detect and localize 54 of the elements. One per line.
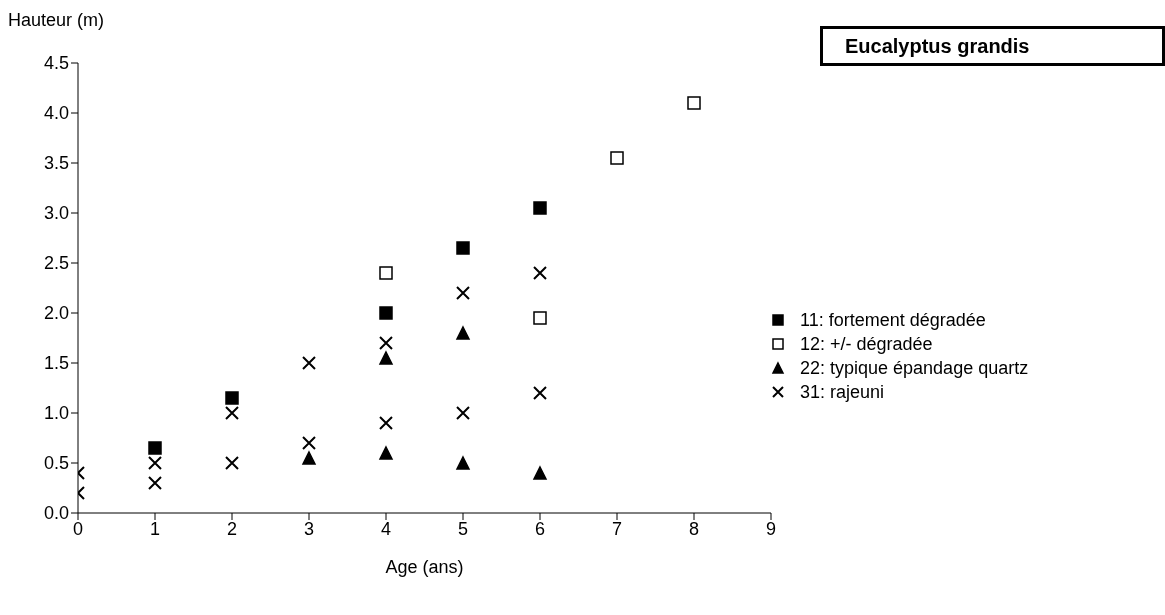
point xyxy=(302,436,316,450)
point xyxy=(379,306,393,320)
x-tick-label: 2 xyxy=(226,518,238,539)
x-tick-label: 5 xyxy=(457,518,469,539)
point xyxy=(148,441,162,455)
point xyxy=(533,311,547,325)
y-axis-title: Hauteur (m) xyxy=(8,10,105,30)
x-tick-label: 4 xyxy=(380,518,392,539)
point xyxy=(456,406,470,420)
y-tick-label: 0.5 xyxy=(43,453,69,474)
point xyxy=(456,286,470,300)
y-tick-label: 4.0 xyxy=(43,103,69,124)
x-tick-label: 7 xyxy=(611,518,623,539)
point xyxy=(225,406,239,420)
point xyxy=(225,456,239,470)
point xyxy=(456,326,470,340)
x-tick-label: 8 xyxy=(688,518,700,539)
point xyxy=(148,476,162,490)
x-tick-label: 6 xyxy=(534,518,546,539)
y-tick-label: 2.0 xyxy=(43,303,69,324)
x-tick-label: 0 xyxy=(72,518,84,539)
point xyxy=(610,151,624,165)
legend-label: 22: typique épandage quartz xyxy=(800,357,1029,380)
x-tick-label: 1 xyxy=(149,518,161,539)
point xyxy=(225,391,239,405)
point xyxy=(456,456,470,470)
point xyxy=(379,266,393,280)
point xyxy=(533,466,547,480)
point xyxy=(687,96,701,110)
x-tick-label: 9 xyxy=(765,518,777,539)
legend-label: 11: fortement dégradée xyxy=(800,309,986,332)
point xyxy=(148,456,162,470)
point xyxy=(533,201,547,215)
point xyxy=(302,451,316,465)
point xyxy=(379,416,393,430)
y-tick-label: 3.0 xyxy=(43,203,69,224)
y-tick-label: 0.0 xyxy=(43,503,69,524)
y-tick-label: 4.5 xyxy=(43,53,69,74)
text: Eucalyptus grandis xyxy=(845,35,1030,57)
point xyxy=(379,351,393,365)
x-axis-title: Age (ans) xyxy=(385,557,464,577)
y-tick-label: 2.5 xyxy=(43,253,69,274)
x-tick-label: 3 xyxy=(303,518,315,539)
y-tick-label: 1.5 xyxy=(43,353,69,374)
legend-label: 12: +/- dégradée xyxy=(800,333,933,356)
point xyxy=(302,356,316,370)
y-tick-label: 1.0 xyxy=(43,403,69,424)
y-tick-label: 3.5 xyxy=(43,153,69,174)
legend-label: 31: rajeuni xyxy=(800,381,885,404)
point xyxy=(379,446,393,460)
point xyxy=(533,386,547,400)
point xyxy=(379,336,393,350)
point xyxy=(456,241,470,255)
point xyxy=(533,266,547,280)
